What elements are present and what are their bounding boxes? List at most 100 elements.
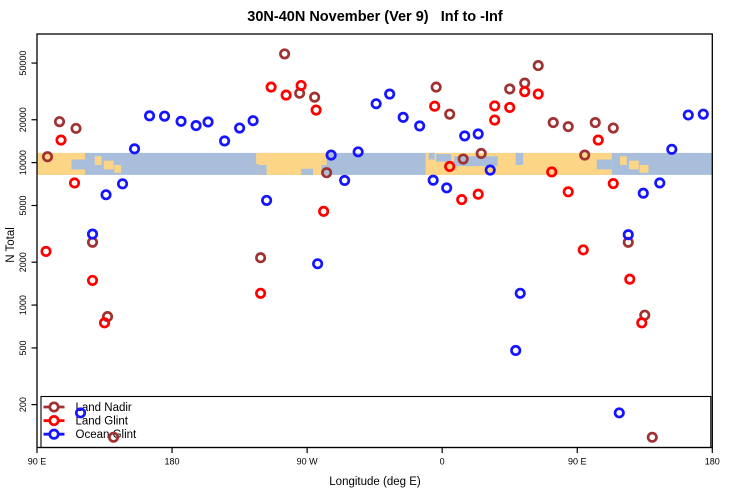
data-point-ocean-glint [370, 98, 382, 110]
data-point-ocean-glint [100, 189, 112, 201]
data-point-ocean-glint [514, 287, 526, 299]
data-point-land-glint [68, 177, 81, 189]
y-axis-title: N Total [5, 227, 17, 263]
data-point-ocean-glint [234, 122, 246, 134]
x-tick-label: 0 [440, 457, 445, 467]
legend-box [40, 395, 712, 449]
data-point-land-nadir [646, 431, 658, 443]
data-point-ocean-glint [159, 110, 171, 122]
data-point-ocean-glint [352, 146, 364, 158]
data-point-land-glint [280, 89, 292, 101]
map-band-sea-patch [258, 165, 267, 175]
data-point-land-glint [55, 134, 67, 146]
data-point-land-nadir [107, 431, 120, 443]
data-point-land-nadir [475, 147, 487, 160]
data-point-ocean-glint [459, 130, 471, 142]
x-axis-title: Longitude (deg E) [329, 476, 421, 488]
data-point-land-glint [489, 100, 501, 112]
map-band-island [114, 165, 122, 173]
data-point-land-nadir [53, 116, 66, 128]
data-point-ocean-glint [144, 110, 156, 122]
data-point-ocean-glint [427, 174, 439, 186]
data-point-ocean-glint [510, 344, 522, 357]
data-point-land-nadir [589, 117, 601, 129]
data-point-ocean-glint [682, 109, 694, 121]
data-point-ocean-glint [175, 115, 187, 127]
data-point-ocean-glint [128, 143, 141, 155]
x-tick-label: 90 E [28, 457, 47, 467]
data-point-ocean-glint [472, 128, 484, 140]
data-point-land-nadir [457, 153, 469, 165]
data-point-ocean-glint [339, 174, 351, 186]
data-point-land-nadir [562, 121, 574, 133]
data-point-land-glint [86, 274, 99, 286]
legend-marker [48, 401, 60, 413]
map-band-island [629, 160, 639, 170]
data-point-ocean-glint [637, 187, 649, 199]
data-point-ocean-glint [116, 178, 129, 190]
data-point-ocean-glint [666, 143, 678, 155]
legend-marker [48, 415, 60, 427]
data-point-land-nadir [430, 81, 442, 93]
map-band-island [103, 160, 114, 170]
x-tick-label: 90 E [568, 457, 587, 467]
data-point-land-glint [546, 166, 558, 178]
x-tick-label: 180 [165, 457, 180, 467]
data-point-land-glint [310, 104, 322, 116]
data-point-land-glint [444, 160, 456, 173]
data-point-land-nadir [547, 117, 559, 129]
x-tick-label: 180 [705, 457, 720, 467]
y-tick-label: 2000 [18, 252, 28, 272]
map-band-island [94, 156, 102, 166]
data-point-ocean-glint [325, 149, 337, 161]
map-band-sea-patch [515, 152, 524, 166]
legend-marker [48, 428, 60, 440]
data-point-ocean-glint [219, 135, 231, 147]
data-point-land-nadir [444, 108, 456, 120]
data-point-land-glint [577, 244, 589, 256]
data-point-land-nadir [70, 122, 82, 134]
data-point-land-glint [98, 317, 111, 329]
data-point-ocean-glint [397, 111, 409, 123]
data-point-land-nadir [309, 91, 321, 103]
data-point-ocean-glint [247, 115, 259, 127]
y-tick-label: 5000 [18, 195, 28, 215]
chart-title: 30N-40N November (Ver 9) Inf to -Inf [247, 9, 503, 25]
data-point-ocean-glint [484, 164, 496, 176]
x-tick-label: 90 W [297, 457, 319, 467]
data-point-ocean-glint [86, 228, 99, 240]
data-point-ocean-glint [613, 407, 625, 419]
legend-label: Land Nadir [76, 402, 132, 414]
data-point-ocean-glint [261, 194, 273, 206]
legend-label: Land Glint [76, 416, 129, 428]
y-tick-label: 20000 [18, 107, 28, 132]
data-point-ocean-glint [441, 182, 453, 194]
data-point-land-glint [318, 205, 330, 217]
data-point-ocean-glint [622, 229, 634, 241]
data-point-land-nadir [321, 167, 333, 179]
data-point-land-glint [504, 101, 516, 114]
data-point-land-nadir [532, 60, 544, 72]
data-point-land-nadir [504, 83, 516, 95]
data-point-land-nadir [41, 151, 54, 163]
data-point-ocean-glint [654, 177, 666, 189]
data-point-ocean-glint [202, 116, 214, 128]
data-point-land-glint [519, 86, 531, 98]
map-band-sea-patch [454, 156, 498, 167]
data-point-ocean-glint [384, 88, 396, 100]
data-point-land-glint [255, 287, 267, 299]
data-point-land-glint [532, 88, 544, 100]
y-tick-label: 1000 [18, 295, 28, 315]
map-band-island [639, 165, 649, 173]
data-point-land-glint [456, 194, 468, 206]
data-point-land-glint [592, 134, 604, 146]
data-point-land-glint [472, 188, 484, 200]
data-point-land-glint [607, 178, 619, 190]
map-band-sea-patch [436, 154, 452, 162]
y-tick-label: 10000 [18, 150, 28, 175]
data-point-land-glint [429, 100, 441, 112]
data-point-ocean-glint [312, 258, 324, 270]
map-band-island [620, 156, 627, 166]
